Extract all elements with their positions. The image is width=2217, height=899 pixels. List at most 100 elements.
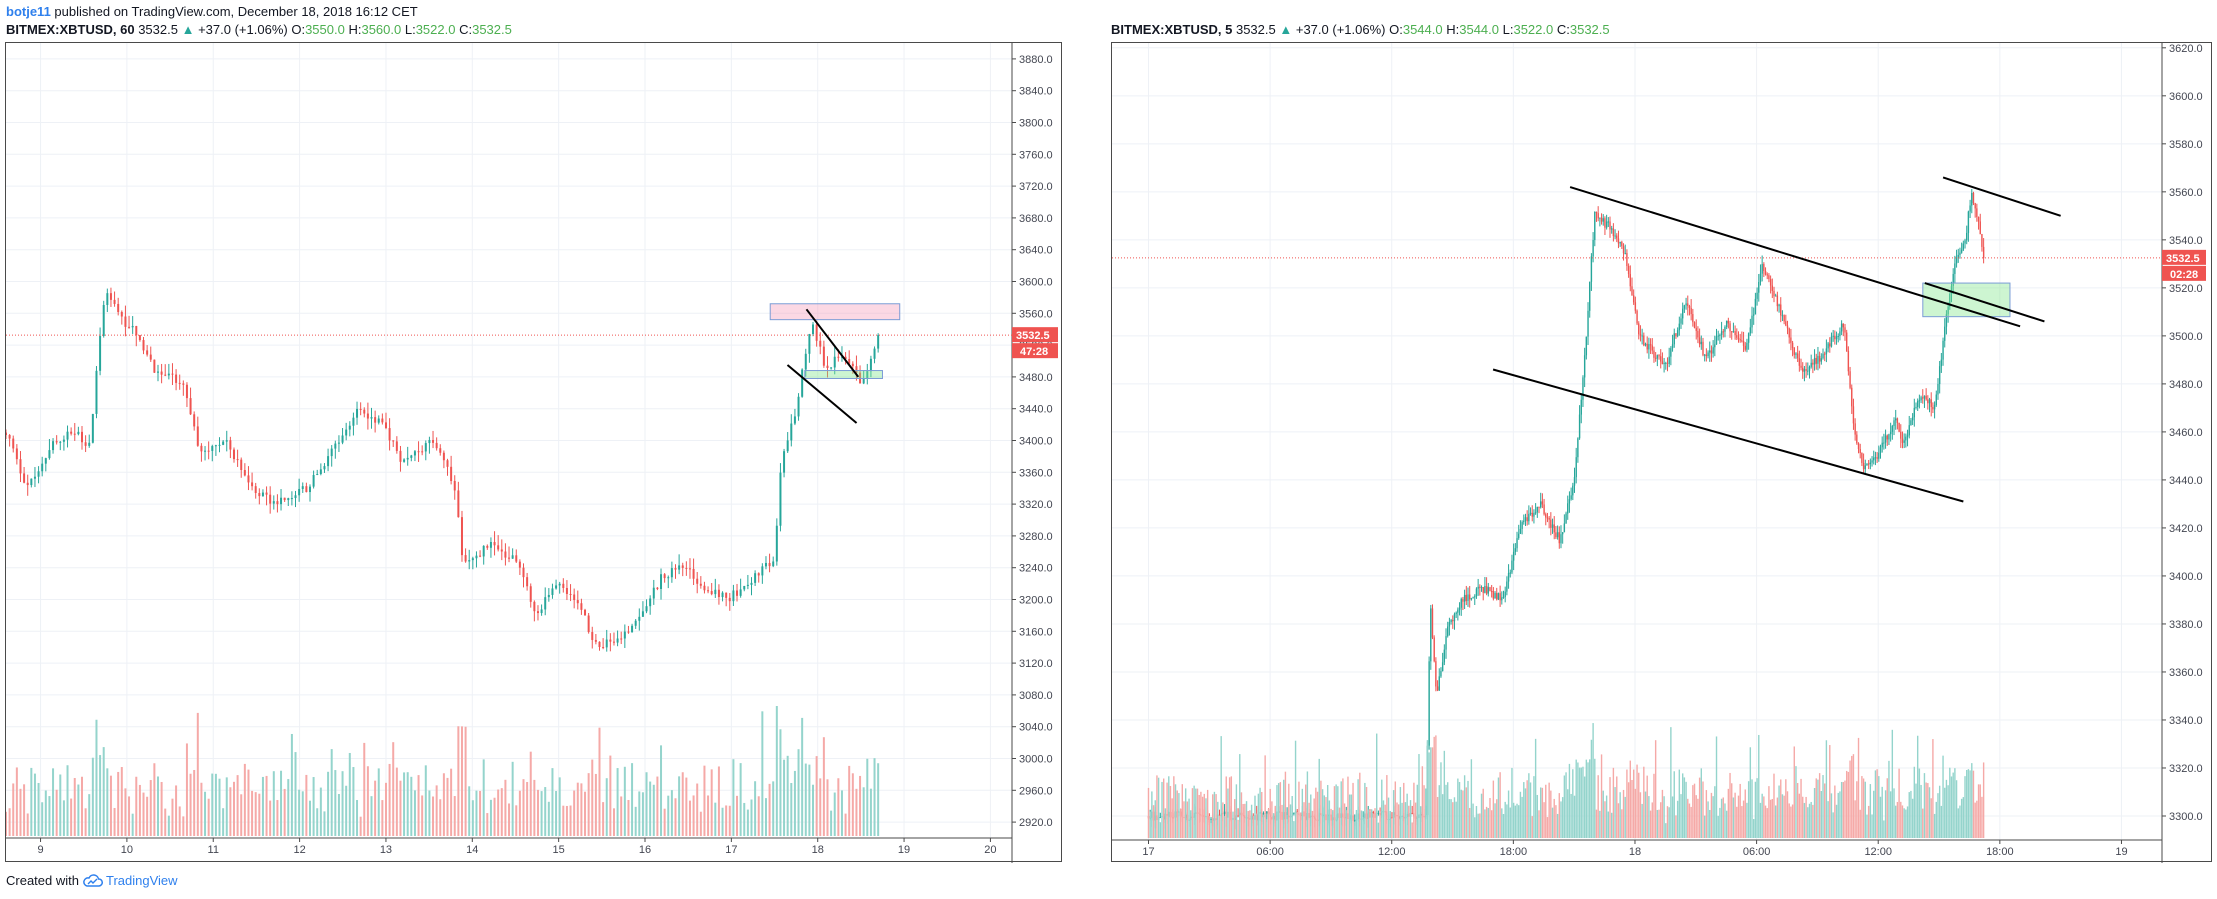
volume-bar: [764, 798, 767, 836]
volume-bar: [1661, 789, 1664, 838]
left-symbol[interactable]: BITMEX:XBTUSD, 60: [6, 22, 135, 37]
candle-up: [616, 638, 619, 643]
volume-bar: [1320, 780, 1322, 838]
candle-down: [1896, 418, 1899, 423]
tradingview-logo[interactable]: TradingView: [83, 873, 178, 888]
left-chart-pane[interactable]: 3880.0 3840.0 3800.0 3760.0 3720.0 3680.0 3640…: [5, 42, 1063, 863]
time-tick-label: 9: [37, 844, 43, 856]
candle-down: [1688, 306, 1691, 308]
candle-up: [272, 501, 275, 504]
candle-down: [171, 373, 174, 375]
candle-down: [1597, 213, 1599, 219]
support-zone-box: [804, 370, 883, 379]
volume-bar: [1487, 808, 1489, 838]
volume-bar: [1490, 810, 1493, 838]
volume-bar: [229, 787, 232, 836]
candle-down: [1886, 435, 1888, 440]
volume-bar: [1641, 803, 1643, 838]
volume-bar: [1729, 772, 1731, 838]
volume-bar: [1646, 775, 1648, 838]
candle-down: [826, 365, 829, 368]
candle-up: [48, 450, 51, 459]
candle-down: [229, 440, 232, 450]
candle-up: [167, 373, 170, 376]
candle-down: [1543, 504, 1545, 515]
volume-bar: [1399, 787, 1402, 838]
candle-down: [1982, 246, 1985, 258]
volume-bar: [1614, 787, 1616, 838]
volume-bar: [283, 788, 286, 836]
volume-bar: [822, 737, 825, 836]
candle-up: [1884, 435, 1887, 443]
candle-up: [1474, 596, 1476, 598]
candle-up: [772, 561, 775, 567]
volume-bar: [1845, 770, 1848, 838]
volume-bar: [19, 788, 22, 836]
volume-bar: [1979, 784, 1981, 838]
volume-bar: [1188, 798, 1190, 838]
volume-bar: [1575, 759, 1577, 838]
candle-down: [1654, 357, 1657, 359]
volume-bar: [1521, 796, 1523, 838]
candle-down: [1553, 524, 1555, 533]
candle-down: [1702, 341, 1704, 356]
candle-up: [204, 450, 207, 452]
volume-bar: [1844, 780, 1846, 838]
volume-bar: [1484, 809, 1486, 838]
candle-down: [399, 450, 402, 462]
candle-down: [1744, 345, 1746, 350]
volume-bar: [1624, 796, 1626, 838]
volume-bar: [341, 771, 344, 836]
volume-bar: [62, 800, 65, 836]
volume-bar: [681, 772, 684, 836]
volume-bar: [1854, 800, 1856, 838]
candle-up: [214, 445, 217, 447]
volume-bar: [815, 756, 818, 836]
candle-up: [866, 371, 869, 379]
author-link[interactable]: botje11: [6, 4, 51, 19]
volume-bar: [1438, 785, 1440, 838]
volume-bar: [580, 783, 583, 836]
volume-bar: [1837, 792, 1839, 838]
volume-bar: [1764, 805, 1767, 838]
volume-bar: [1923, 773, 1926, 838]
right-chart-svg[interactable]: 3620.0 3600.0 3580.0 3560.0 3540.0 3520.0 3500…: [1112, 43, 2213, 863]
candle-up: [1871, 460, 1873, 463]
volume-bar: [243, 763, 246, 836]
candle-up: [1556, 532, 1559, 538]
left-chart-svg[interactable]: 3880.0 3840.0 3800.0 3760.0 3720.0 3680.0 3640…: [6, 43, 1063, 863]
volume-bar: [1780, 779, 1782, 838]
candle-up: [1955, 258, 1958, 264]
candle-down: [855, 366, 858, 373]
volume-bar: [1257, 793, 1260, 838]
candle-down: [185, 384, 188, 399]
volume-bar: [1419, 806, 1422, 838]
candle-up: [1448, 622, 1451, 627]
volume-bar: [1546, 817, 1549, 838]
volume-bar: [356, 800, 359, 836]
candle-up: [1778, 304, 1780, 307]
candle-up: [1969, 205, 1971, 212]
volume-bar: [1749, 747, 1752, 838]
volume-bar: [1201, 796, 1204, 838]
volume-bar: [547, 801, 550, 836]
right-symbol[interactable]: BITMEX:XBTUSD, 5: [1111, 22, 1233, 37]
volume-bar: [1793, 746, 1795, 838]
candle-down: [446, 460, 449, 467]
candle-down: [569, 593, 572, 595]
candle-down: [247, 475, 250, 483]
volume-bar: [1962, 797, 1965, 838]
candle-up: [1458, 607, 1461, 610]
volume-bar: [1342, 778, 1344, 838]
volume-bar: [1198, 794, 1200, 838]
volume-bar: [533, 779, 536, 836]
candle-down: [1548, 517, 1550, 520]
volume-bar: [1597, 775, 1599, 838]
volume-bar: [1724, 803, 1726, 838]
price-tick-label: 3360.0: [1019, 467, 1053, 479]
volume-bar: [1977, 784, 1980, 838]
candle-down: [1550, 519, 1552, 528]
right-chart-pane[interactable]: 3620.0 3600.0 3580.0 3560.0 3540.0 3520.0 3500…: [1111, 42, 2213, 863]
candle-down: [536, 611, 539, 614]
volume-bar: [612, 808, 615, 836]
